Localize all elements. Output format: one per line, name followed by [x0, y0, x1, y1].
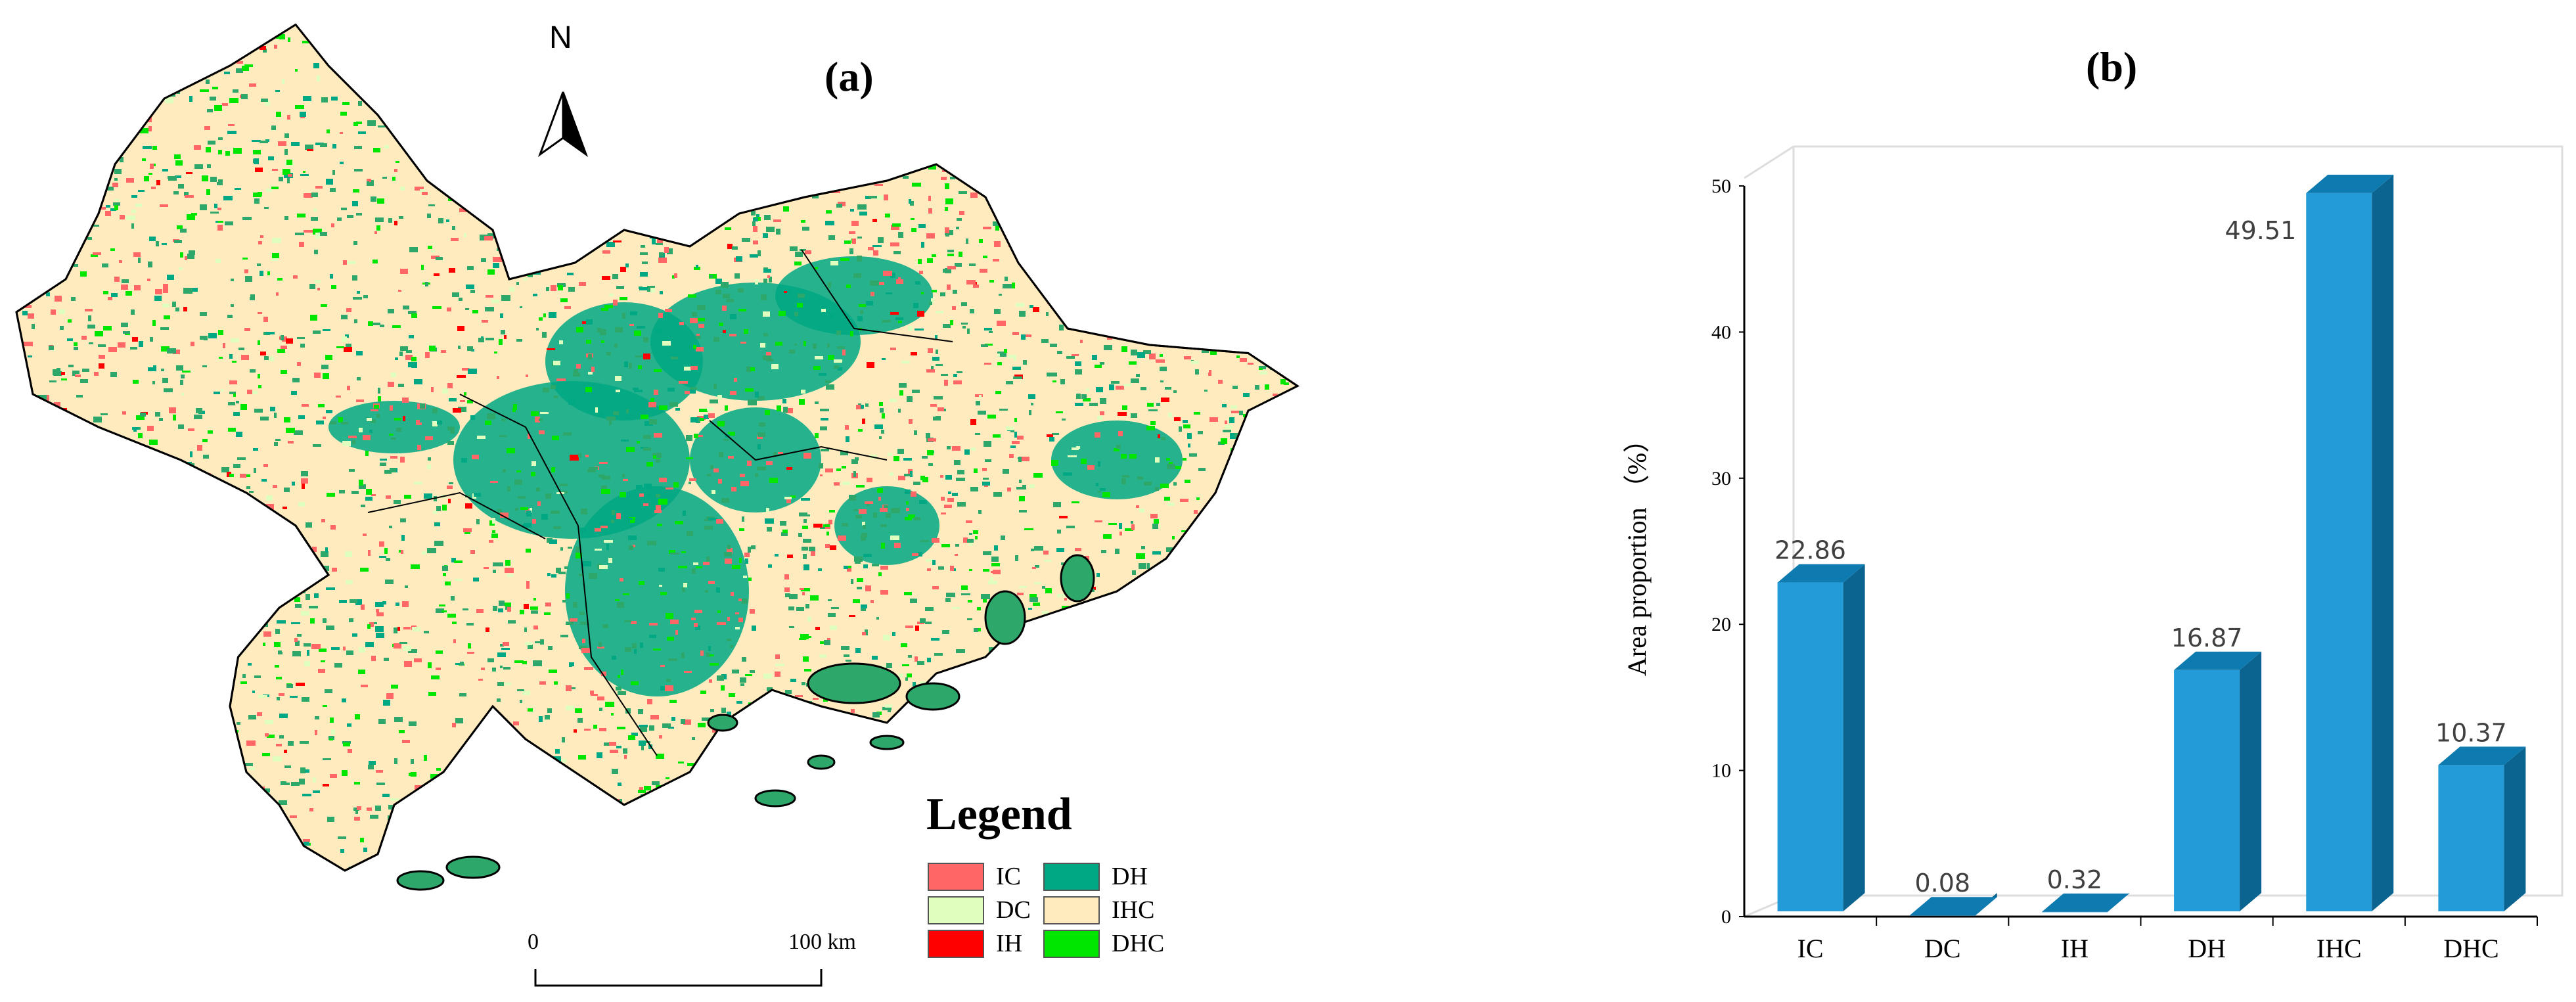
- x-tick-label: IC: [1797, 934, 1824, 963]
- y-tick-label: 20: [1711, 614, 1731, 635]
- bar-top: [1909, 897, 1997, 916]
- legend-label-ic: IC: [996, 863, 1021, 890]
- legend-swatch-ihc: [1043, 896, 1100, 924]
- y-tick-label: 10: [1711, 760, 1731, 782]
- scale-bar: [534, 969, 823, 987]
- legend-label-dc: DC: [996, 896, 1031, 924]
- bar-ic: 22.86: [1774, 536, 1865, 911]
- bar-side: [1843, 564, 1865, 911]
- x-tick-label: DC: [1924, 934, 1961, 963]
- legend-label-dh: DH: [1112, 863, 1148, 890]
- bar-top: [2438, 746, 2526, 765]
- bar-front: [2438, 765, 2504, 911]
- bar-ihc: 49.51: [2225, 174, 2394, 912]
- legend-label-dhc: DHC: [1112, 930, 1165, 957]
- legend-swatch-dh: [1043, 863, 1100, 891]
- bar-front: [1909, 915, 1976, 916]
- data-label: 49.51: [2225, 216, 2296, 245]
- legend-swatch-dc: [928, 896, 984, 924]
- data-label: 10.37: [2435, 718, 2507, 747]
- x-tick-label: IH: [2061, 934, 2089, 963]
- scale-end-label: 100 km: [788, 930, 856, 954]
- y-tick-label: 40: [1711, 321, 1731, 343]
- bar-front: [1777, 582, 1843, 911]
- legend-label-ih: IH: [996, 930, 1023, 957]
- y-tick-label: 0: [1721, 906, 1731, 928]
- legend-swatch-ih: [928, 930, 984, 958]
- data-label: 0.32: [2047, 865, 2103, 894]
- bar-top: [2306, 174, 2394, 193]
- x-tick-label: DHC: [2443, 934, 2498, 963]
- bar-top: [2174, 651, 2262, 670]
- data-label: 0.08: [1914, 869, 1970, 898]
- islands: [396, 554, 1095, 891]
- legend-swatch-ic: [928, 863, 984, 891]
- bar-top: [1777, 564, 1865, 583]
- x-tick-label: IHC: [2316, 934, 2362, 963]
- data-label: 16.87: [2171, 624, 2243, 652]
- bar-side: [2240, 651, 2262, 911]
- bar-front: [2041, 911, 2108, 913]
- bar-front: [2174, 670, 2240, 911]
- bar-ih: 0.32: [2041, 865, 2129, 913]
- bar-side: [2504, 746, 2526, 911]
- bar-dh: 16.87: [2171, 624, 2262, 911]
- legend-swatch-dhc: [1043, 930, 1100, 958]
- bar-dc: 0.08: [1909, 869, 1997, 916]
- legend-label-ihc: IHC: [1112, 896, 1155, 924]
- scale-start-label: 0: [528, 930, 539, 954]
- panel-a-title: (a): [825, 53, 874, 100]
- x-tick-label: DH: [2188, 934, 2226, 963]
- region-outline: [15, 24, 1299, 872]
- bar-top: [2041, 893, 2129, 912]
- data-label: 22.86: [1774, 536, 1846, 565]
- bar-dhc: 10.37: [2435, 718, 2526, 911]
- legend-title: Legend: [926, 789, 1072, 840]
- y-axis-label: Area proportion （%）: [1622, 426, 1652, 676]
- north-arrow-icon: [537, 91, 589, 158]
- study-area-map: [15, 23, 1299, 987]
- bar-side: [2372, 174, 2394, 912]
- y-tick-label: 50: [1711, 175, 1731, 197]
- north-label: N: [549, 20, 572, 55]
- bar-front: [2306, 193, 2372, 912]
- chart-title: (b): [2086, 43, 2138, 90]
- y-tick-label: 30: [1711, 468, 1731, 490]
